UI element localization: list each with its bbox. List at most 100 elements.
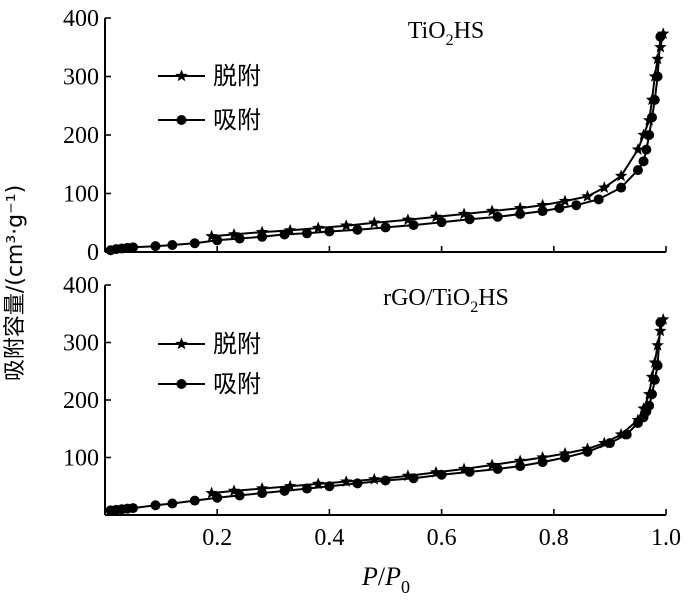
star-marker — [513, 454, 527, 467]
circle-marker — [492, 211, 503, 222]
circle-marker — [571, 200, 582, 211]
y-tick-label: 0 — [87, 240, 99, 266]
star-marker — [485, 458, 499, 471]
legend-item-adsorption: 吸附 — [158, 370, 261, 398]
legend-label: 脱附 — [213, 62, 261, 90]
circle-marker — [492, 464, 503, 474]
circle-marker — [652, 360, 663, 371]
x-tick-label: 0.2 — [202, 525, 232, 551]
series-line — [110, 36, 662, 252]
star-marker — [312, 221, 325, 234]
circle-marker — [616, 182, 627, 193]
circle-marker — [515, 461, 526, 472]
panel-title-suffix: HS — [454, 18, 485, 44]
circle-marker — [604, 438, 615, 449]
panel-title-subscript: 2 — [446, 32, 454, 49]
circle-marker — [641, 144, 652, 155]
circle-marker — [380, 222, 391, 233]
star-marker — [457, 207, 471, 220]
circle-marker — [150, 500, 161, 511]
legend-star-marker — [175, 69, 188, 82]
circle-marker — [408, 473, 419, 484]
star-marker — [651, 338, 664, 351]
star-marker — [368, 216, 381, 229]
series-desorption — [205, 27, 670, 242]
circle-marker — [644, 130, 655, 140]
star-marker — [637, 128, 650, 141]
star-marker — [614, 169, 628, 182]
circle-marker — [212, 492, 223, 503]
star-marker — [485, 204, 499, 217]
panel-title-suffix: HS — [478, 285, 509, 311]
circle-marker — [649, 94, 660, 105]
circle-marker — [537, 457, 548, 468]
circle-marker — [515, 208, 526, 219]
circle-marker — [537, 206, 548, 217]
star-marker — [598, 181, 611, 193]
circle-marker — [167, 239, 178, 250]
circle-marker — [189, 238, 200, 249]
series-adsorption — [105, 317, 666, 516]
circle-marker — [436, 217, 447, 228]
series-line — [211, 319, 665, 495]
star-marker — [429, 210, 443, 223]
star-marker — [457, 462, 471, 475]
y-tick-label: 100 — [63, 446, 99, 472]
circle-marker — [655, 317, 666, 328]
star-marker — [401, 469, 415, 482]
legend-star-marker — [175, 337, 188, 350]
circle-marker — [279, 229, 290, 240]
legend-item-desorption: 脱附 — [158, 62, 261, 90]
x-tick-label: 0.4 — [314, 525, 344, 551]
circle-marker — [582, 446, 593, 457]
star-marker — [312, 477, 325, 490]
circle-marker — [621, 429, 632, 440]
circle-marker — [554, 203, 565, 214]
x-tick-label: 1.0 — [651, 525, 681, 551]
circle-marker — [646, 389, 657, 400]
circle-marker — [234, 490, 245, 501]
circle-marker — [638, 156, 649, 167]
star-marker — [614, 428, 628, 440]
star-marker — [205, 486, 218, 499]
circle-marker — [464, 214, 475, 225]
legend-item-adsorption: 吸附 — [158, 106, 261, 134]
star-marker — [340, 475, 353, 487]
star-marker — [255, 225, 269, 238]
x-axis-label-base: P — [361, 562, 378, 591]
legend-label: 吸附 — [213, 106, 261, 134]
circle-marker — [128, 503, 139, 514]
panel-title: TiO2HS — [408, 18, 485, 49]
circle-marker — [324, 226, 335, 237]
circle-marker — [652, 71, 663, 82]
x-tick-label: 0.8 — [539, 525, 569, 551]
circle-marker — [167, 498, 178, 509]
circle-marker — [352, 224, 363, 235]
legend-label: 吸附 — [213, 370, 261, 398]
circle-marker — [324, 481, 335, 492]
circle-marker — [279, 485, 290, 496]
circle-marker — [257, 231, 268, 242]
circle-marker — [150, 241, 161, 252]
circle-marker — [593, 194, 604, 205]
circle-marker — [436, 469, 447, 480]
circle-marker — [301, 483, 312, 494]
panel-2: 100 200 300 400 0.2 0.4 0.6 0.8 1.0 rGO/TiO2HS 脱附吸… — [63, 273, 681, 551]
star-marker — [581, 189, 594, 202]
star-marker — [536, 451, 549, 463]
circle-marker — [408, 220, 419, 231]
legend-circle-marker — [176, 115, 187, 125]
star-marker — [558, 194, 572, 207]
star-marker — [429, 465, 443, 478]
star-marker — [283, 223, 297, 236]
x-axis-label-slash: / — [378, 562, 386, 591]
circle-marker — [301, 228, 312, 239]
y-tick-label: 300 — [63, 331, 99, 357]
legend-label: 脱附 — [213, 330, 261, 358]
circle-marker — [649, 374, 660, 385]
panel-title-subscript: 2 — [470, 299, 478, 316]
series-desorption — [205, 313, 670, 499]
y-tick-label: 100 — [63, 182, 99, 208]
